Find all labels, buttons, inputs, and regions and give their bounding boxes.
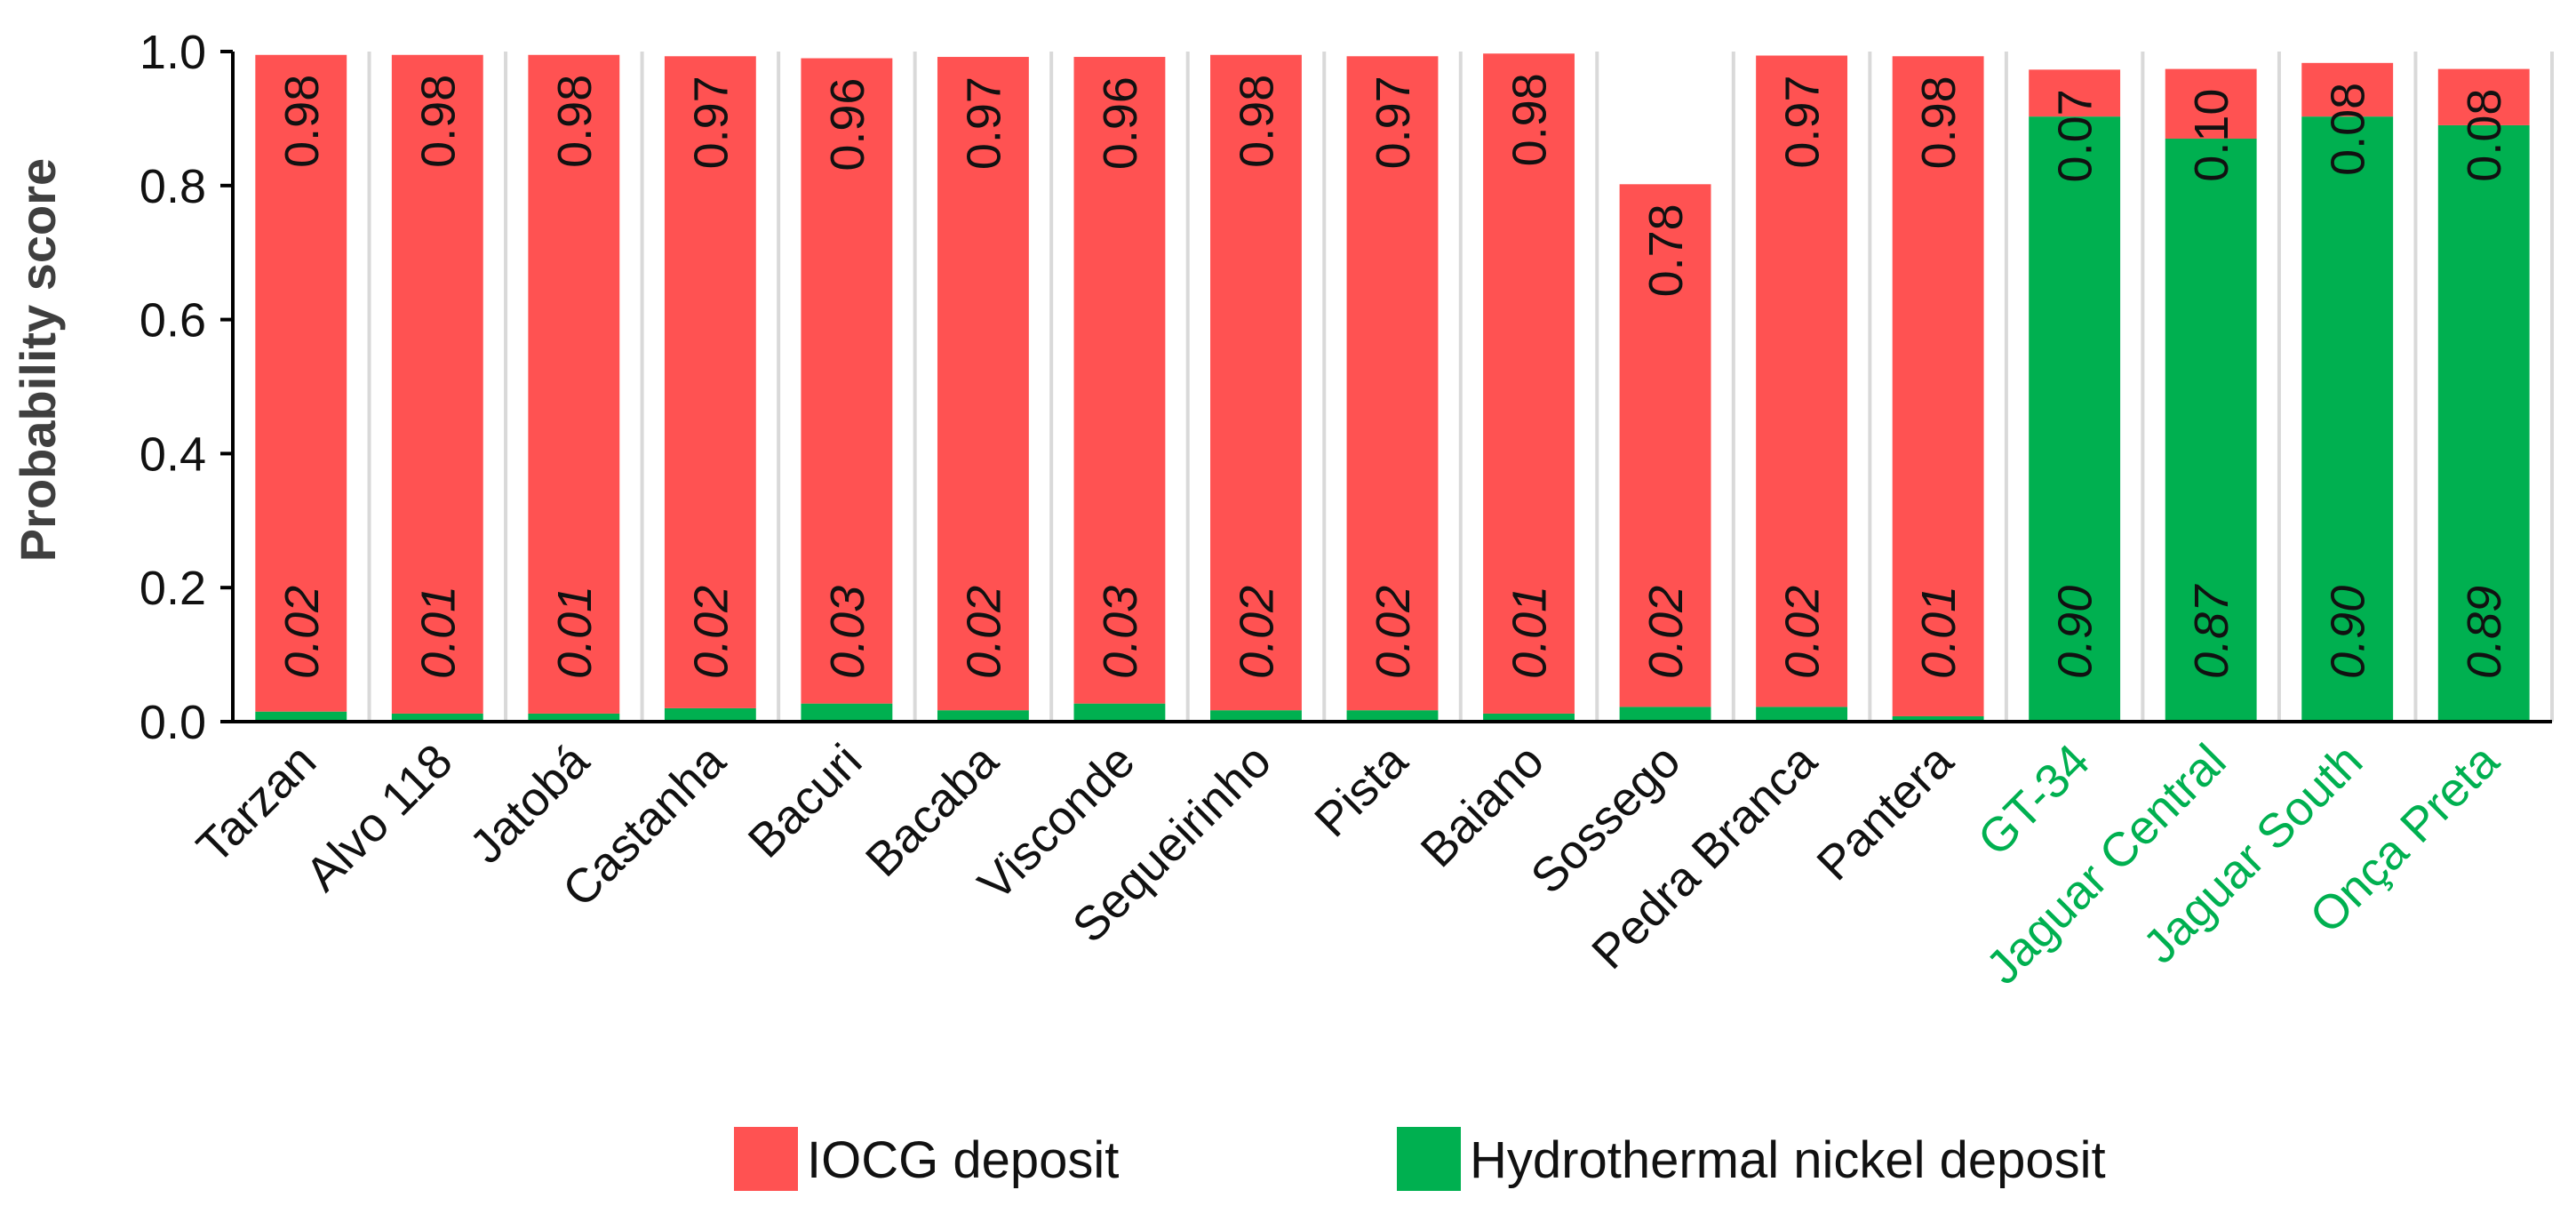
bar-iocg [2165,68,2257,140]
data-label-nickel: 0.01 [1912,586,1966,679]
data-label-iocg: 0.10 [2185,89,2238,182]
bar-nickel [2165,139,2257,722]
y-tick-label: 0.4 [140,427,206,481]
bar-iocg [255,54,347,712]
bar-nickel [2029,116,2121,722]
bar-iocg [1892,56,1984,716]
data-label-iocg: 0.97 [684,76,738,169]
data-label-nickel: 0.02 [275,586,329,679]
bar-iocg [1619,184,1711,707]
data-label-nickel: 0.01 [411,586,465,679]
bar-nickel [1210,710,1302,722]
data-label-nickel: 0.02 [1776,586,1830,679]
bar-nickel [2301,116,2394,722]
bar-iocg [2301,62,2394,117]
data-label-iocg: 0.98 [548,75,602,168]
legend: IOCG deposit Hydrothermal nickel deposit [734,1127,2106,1191]
bar-nickel [391,713,483,722]
data-label-iocg: 0.78 [1639,204,1693,297]
bar-nickel [801,703,893,722]
legend-item-nickel: Hydrothermal nickel deposit [1397,1127,2106,1191]
y-tick-label: 0.8 [140,160,206,213]
bar-iocg [528,54,620,714]
bar-nickel [1073,703,1166,722]
bar-nickel [528,713,620,722]
y-tick-label: 0.0 [140,696,206,749]
data-label-iocg: 0.97 [1367,76,1420,169]
data-label-nickel: 0.90 [2322,586,2375,679]
data-label-iocg: 0.98 [411,75,465,168]
category-label: Bacuri [738,734,873,868]
bar-iocg [664,56,756,708]
data-label-iocg: 0.96 [821,78,874,172]
data-label-iocg: 0.98 [1230,75,1283,168]
bar-nickel [1483,713,1575,722]
data-label-nickel: 0.01 [1503,586,1557,679]
bar-nickel [255,711,347,722]
data-label-iocg: 0.98 [1503,73,1557,166]
data-label-nickel: 0.02 [1639,586,1693,679]
data-label-nickel: 0.90 [2049,586,2102,679]
bar-iocg [937,57,1029,711]
data-label-iocg: 0.97 [957,76,1010,170]
legend-label: Hydrothermal nickel deposit [1470,1131,2106,1189]
data-label-nickel: 0.03 [1094,586,1147,679]
bar-nickel [1346,710,1439,722]
data-label-iocg: 0.97 [1776,76,1830,169]
category-label: Pista [1304,733,1418,847]
data-label-nickel: 0.02 [1230,586,1283,679]
y-axis-label: Probability score [10,158,66,562]
data-label-nickel: 0.87 [2185,584,2238,679]
legend-swatch [1397,1127,1461,1191]
axes: 0.0 0.2 0.4 0.6 0.8 1.0 [140,26,2552,749]
data-label-nickel: 0.02 [1367,586,1420,679]
category-label: Jaguar Central [1976,734,2237,994]
bar-iocg [801,58,893,704]
data-label-iocg: 0.96 [1094,76,1147,170]
legend-swatch [734,1127,798,1191]
data-labels: 0.98 0.02 0.98 0.01 0.98 0.01 0.97 0.02 0.96 0.03… [275,73,2511,679]
bar-iocg [1073,57,1166,704]
bar-iocg [1756,55,1848,707]
data-label-nickel: 0.89 [2458,586,2511,679]
bar-iocg [2437,68,2530,125]
bar-iocg [1346,56,1439,711]
data-label-iocg: 0.08 [2322,83,2375,176]
category-label: Alvo 118 [296,734,463,901]
bar-nickel [664,707,756,722]
category-label: Pantera [1806,733,1964,891]
bar-nickel [1892,715,1984,722]
data-label-nickel: 0.03 [821,586,874,679]
bar-iocg [1483,53,1575,714]
bar-nickel [1756,707,1848,722]
y-tick-label: 0.2 [140,562,206,615]
legend-item-iocg: IOCG deposit [734,1127,1119,1191]
bar-iocg [2029,69,2121,117]
category-label: GT-34 [1968,734,2101,867]
bar-iocg [1210,54,1302,711]
legend-label: IOCG deposit [807,1131,1119,1189]
bars [255,53,2530,722]
bar-nickel [937,710,1029,722]
y-tick-label: 1.0 [140,26,206,79]
data-label-iocg: 0.08 [2458,89,2511,182]
gridlines [231,52,2554,722]
data-label-nickel: 0.02 [684,586,738,679]
bar-nickel [2437,124,2530,722]
data-label-nickel: 0.01 [548,586,602,679]
data-label-iocg: 0.07 [2049,89,2102,182]
data-label-iocg: 0.98 [1912,76,1966,169]
bar-iocg [391,54,483,714]
data-label-iocg: 0.98 [275,75,329,168]
y-tick-label: 0.6 [140,294,206,347]
data-label-nickel: 0.02 [957,586,1010,679]
bar-nickel [1619,707,1711,722]
